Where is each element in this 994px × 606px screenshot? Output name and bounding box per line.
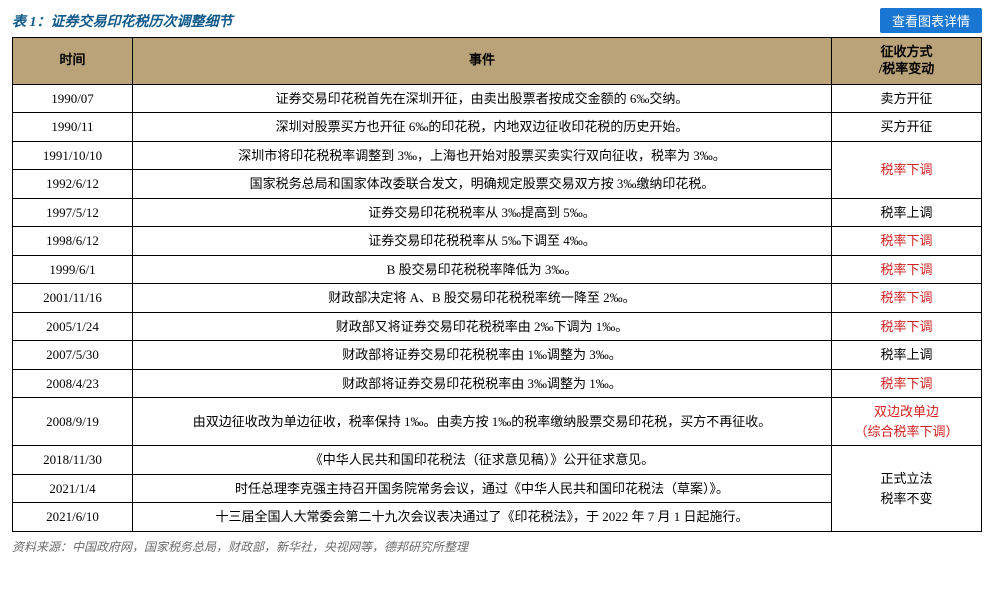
cell-event: 证券交易印花税税率从 5‰下调至 4‰。	[133, 227, 832, 256]
cell-change: 税率下调	[832, 312, 982, 341]
table-row: 2001/11/16财政部决定将 A、B 股交易印花税税率统一降至 2‰。税率下…	[13, 284, 982, 313]
cell-time: 2018/11/30	[13, 446, 133, 475]
table-row: 1990/07证券交易印花税首先在深圳开征，由卖出股票者按成交金额的 6‰交纳。…	[13, 84, 982, 113]
cell-change: 税率上调	[832, 198, 982, 227]
cell-event: 《中华人民共和国印花税法（征求意见稿）》公开征求意见。	[133, 446, 832, 475]
cell-time: 1992/6/12	[13, 170, 133, 199]
cell-change: 税率上调	[832, 341, 982, 370]
cell-time: 1991/10/10	[13, 141, 133, 170]
cell-change: 正式立法税率不变	[832, 446, 982, 532]
cell-event: 财政部又将证券交易印花税税率由 2‰下调为 1‰。	[133, 312, 832, 341]
cell-event: 财政部决定将 A、B 股交易印花税税率统一降至 2‰。	[133, 284, 832, 313]
table-row: 1991/10/10深圳市将印花税税率调整到 3‰，上海也开始对股票买卖实行双向…	[13, 141, 982, 170]
table-row: 2008/9/19由双边征收改为单边征收，税率保持 1‰。由卖方按 1‰的税率缴…	[13, 398, 982, 446]
cell-event: 由双边征收改为单边征收，税率保持 1‰。由卖方按 1‰的税率缴纳股票交易印花税，…	[133, 398, 832, 446]
cell-time: 2008/9/19	[13, 398, 133, 446]
cell-time: 1990/07	[13, 84, 133, 113]
cell-time: 1990/11	[13, 113, 133, 142]
cell-event: 深圳对股票买方也开征 6‰的印花税，内地双边征收印花税的历史开始。	[133, 113, 832, 142]
cell-change: 税率下调	[832, 284, 982, 313]
cell-event: 证券交易印花税税率从 3‰提高到 5‰。	[133, 198, 832, 227]
table-title: 表 1：证券交易印花税历次调整细节	[12, 11, 233, 31]
data-source: 资料来源：中国政府网，国家税务总局，财政部，新华社，央视网等，德邦研究所整理	[12, 538, 982, 555]
cell-change: 税率下调	[832, 255, 982, 284]
view-detail-button[interactable]: 查看图表详情	[880, 8, 982, 33]
cell-event: B 股交易印花税税率降低为 3‰。	[133, 255, 832, 284]
cell-event: 国家税务总局和国家体改委联合发文，明确规定股票交易双方按 3‰缴纳印花税。	[133, 170, 832, 199]
cell-change: 税率下调	[832, 369, 982, 398]
cell-time: 2021/6/10	[13, 503, 133, 532]
table-row: 1999/6/1B 股交易印花税税率降低为 3‰。税率下调	[13, 255, 982, 284]
table-header-row: 时间 事件 征收方式/税率变动	[13, 38, 982, 85]
cell-event: 财政部将证券交易印花税税率由 1‰调整为 3‰。	[133, 341, 832, 370]
cell-change: 买方开征	[832, 113, 982, 142]
cell-event: 证券交易印花税首先在深圳开征，由卖出股票者按成交金额的 6‰交纳。	[133, 84, 832, 113]
cell-time: 1999/6/1	[13, 255, 133, 284]
cell-time: 2021/1/4	[13, 474, 133, 503]
header-change: 征收方式/税率变动	[832, 38, 982, 85]
cell-event: 时任总理李克强主持召开国务院常务会议，通过《中华人民共和国印花税法（草案）》。	[133, 474, 832, 503]
table-row: 2007/5/30财政部将证券交易印花税税率由 1‰调整为 3‰。税率上调	[13, 341, 982, 370]
cell-time: 2001/11/16	[13, 284, 133, 313]
table-row: 1998/6/12证券交易印花税税率从 5‰下调至 4‰。税率下调	[13, 227, 982, 256]
cell-time: 2008/4/23	[13, 369, 133, 398]
cell-change: 卖方开征	[832, 84, 982, 113]
header-event: 事件	[133, 38, 832, 85]
table-row: 2018/11/30《中华人民共和国印花税法（征求意见稿）》公开征求意见。正式立…	[13, 446, 982, 475]
table-row: 1997/5/12证券交易印花税税率从 3‰提高到 5‰。税率上调	[13, 198, 982, 227]
table-row: 2008/4/23财政部将证券交易印花税税率由 3‰调整为 1‰。税率下调	[13, 369, 982, 398]
cell-time: 2007/5/30	[13, 341, 133, 370]
cell-event: 十三届全国人大常委会第二十九次会议表决通过了《印花税法》，于 2022 年 7 …	[133, 503, 832, 532]
cell-event: 深圳市将印花税税率调整到 3‰，上海也开始对股票买卖实行双向征收，税率为 3‰。	[133, 141, 832, 170]
table-row: 2005/1/24财政部又将证券交易印花税税率由 2‰下调为 1‰。税率下调	[13, 312, 982, 341]
cell-time: 1998/6/12	[13, 227, 133, 256]
cell-time: 1997/5/12	[13, 198, 133, 227]
cell-change: 双边改单边（综合税率下调）	[832, 398, 982, 446]
cell-event: 财政部将证券交易印花税税率由 3‰调整为 1‰。	[133, 369, 832, 398]
table-row: 1990/11深圳对股票买方也开征 6‰的印花税，内地双边征收印花税的历史开始。…	[13, 113, 982, 142]
stamp-tax-table: 时间 事件 征收方式/税率变动 1990/07证券交易印花税首先在深圳开征，由卖…	[12, 37, 982, 532]
cell-time: 2005/1/24	[13, 312, 133, 341]
cell-change: 税率下调	[832, 227, 982, 256]
header-time: 时间	[13, 38, 133, 85]
cell-change: 税率下调	[832, 141, 982, 198]
